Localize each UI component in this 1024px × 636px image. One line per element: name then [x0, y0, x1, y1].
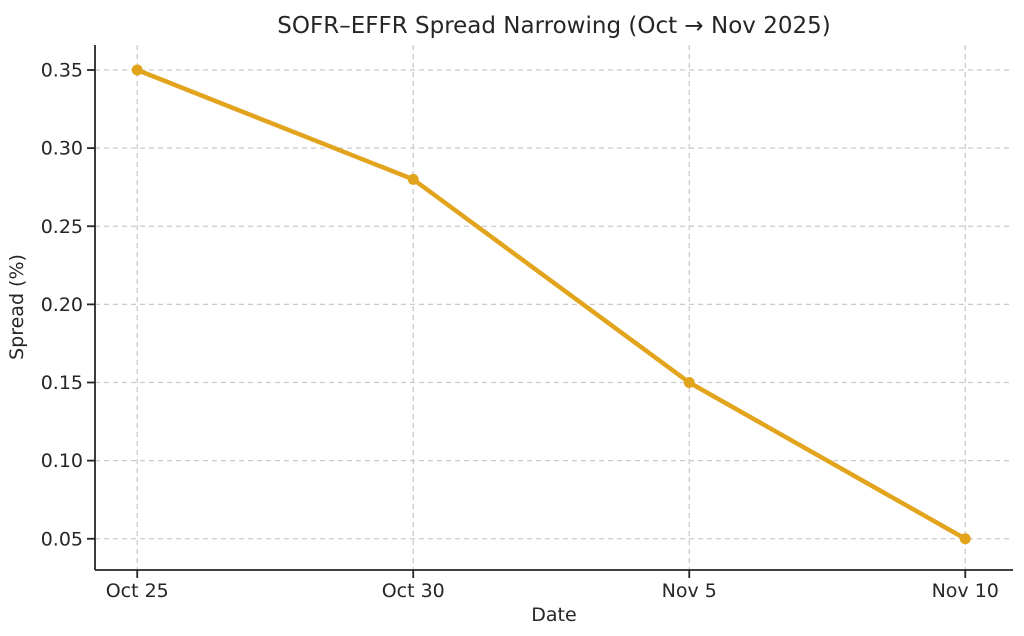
- y-tick-label: 0.05: [41, 528, 83, 550]
- y-axis-label: Spread (%): [6, 254, 28, 360]
- y-tick-label: 0.30: [41, 138, 83, 160]
- data-point-marker: [683, 377, 695, 388]
- x-tick-label: Oct 30: [382, 580, 445, 602]
- tick-labels-layer: 0.05 0.10 0.15 0.20 0.25 0.30 0.35 Oct 25 Oct 30…: [41, 60, 999, 603]
- data-point-marker: [131, 64, 143, 76]
- y-tick-label: 0.15: [41, 372, 83, 394]
- chart-title: SOFR–EFFR Spread Narrowing (Oct → Nov 20…: [277, 13, 830, 39]
- x-tick-label: Oct 25: [106, 580, 169, 602]
- x-tick-label: Nov 5: [662, 580, 717, 602]
- gridlines-layer: [95, 45, 1013, 570]
- x-axis-label: Date: [531, 604, 576, 626]
- y-tick-label: 0.35: [41, 60, 83, 82]
- y-tick-label: 0.10: [41, 450, 83, 472]
- series-layer: [131, 64, 971, 545]
- data-point-marker: [407, 173, 419, 185]
- axes-layer: [87, 45, 1013, 578]
- x-tick-label: Nov 10: [932, 580, 999, 602]
- spread-series-line: [134, 67, 968, 541]
- y-tick-label: 0.25: [41, 216, 83, 238]
- data-point-marker: [959, 533, 971, 545]
- y-tick-label: 0.20: [41, 294, 83, 316]
